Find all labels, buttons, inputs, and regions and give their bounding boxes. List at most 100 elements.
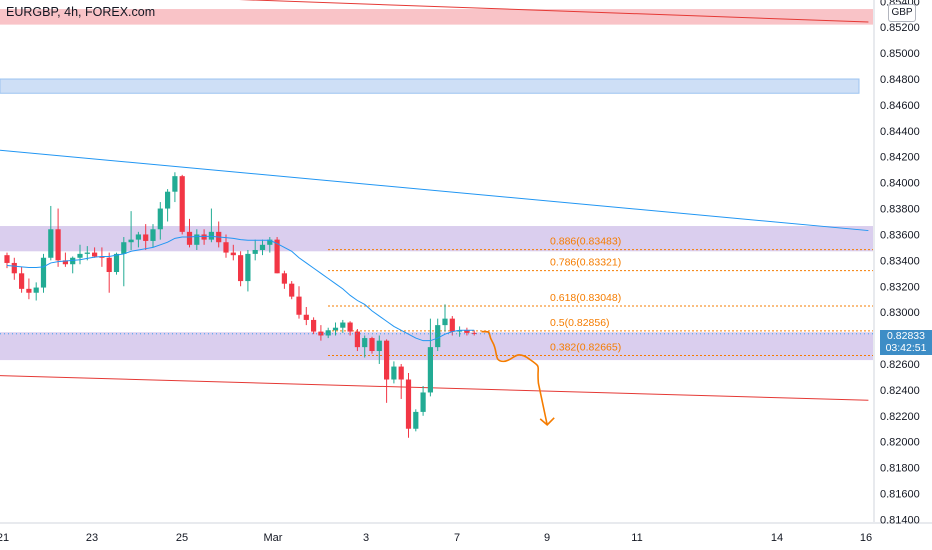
x-tick-label: 14 [771, 532, 783, 544]
y-tick-label: 0.83400 [880, 255, 920, 267]
candle-body [143, 234, 149, 241]
y-tick-label: 0.85200 [880, 22, 920, 34]
candle-body [99, 256, 105, 258]
candle-body [11, 262, 17, 274]
candle-body [274, 239, 280, 274]
y-tick-label: 0.81800 [880, 463, 920, 475]
y-tick-label: 0.83000 [880, 307, 920, 319]
trendline [239, 0, 869, 23]
trendline [0, 149, 869, 232]
candle-body [106, 257, 112, 273]
candle-body [70, 257, 76, 265]
candle-body [157, 208, 163, 230]
candle-body [223, 242, 229, 253]
candle-body [340, 322, 346, 328]
candle-body [449, 318, 455, 332]
candle-body [267, 239, 273, 245]
zone-rect [0, 9, 873, 25]
zone-rect [0, 78, 860, 94]
candle-body [471, 332, 477, 334]
x-tick-label: 25 [176, 532, 188, 544]
candle-body [238, 255, 244, 282]
x-tick-label: 21 [0, 532, 9, 544]
candle-body [354, 331, 360, 348]
candle-body [4, 255, 10, 263]
y-tick-label: 0.84200 [880, 152, 920, 164]
candle-body [281, 273, 287, 284]
candle-body [201, 234, 207, 240]
candle-body [165, 191, 171, 209]
candle-body [135, 234, 141, 240]
bar-countdown: 03:42:51 [885, 342, 927, 354]
fib-level-label: 0.382(0.82665) [550, 342, 621, 354]
candle-body [150, 229, 156, 241]
y-tick-label: 0.84000 [880, 178, 920, 190]
candle-body [347, 322, 353, 332]
x-tick-label: 16 [860, 532, 872, 544]
candle-body [464, 330, 470, 333]
candle-body [413, 411, 419, 429]
trendline [0, 375, 869, 401]
candle-body [208, 231, 214, 240]
y-tick-label: 0.84800 [880, 74, 920, 86]
candle-body [252, 249, 258, 254]
candle-body [311, 319, 317, 332]
candle-body [427, 347, 433, 393]
candle-body [84, 252, 90, 254]
candle-body [48, 229, 54, 258]
candle-body [332, 327, 339, 331]
candle-body [19, 273, 25, 289]
x-tick-label: 11 [631, 532, 642, 544]
candle-body [186, 231, 193, 245]
x-tick-label: 7 [454, 532, 460, 544]
candle-body [194, 234, 200, 245]
candle-body [442, 318, 448, 326]
candle-body [296, 296, 302, 315]
y-tick-label: 0.82200 [880, 411, 920, 423]
candle-body [398, 366, 404, 380]
candle-body [26, 288, 32, 293]
candle-body [92, 252, 98, 257]
currency-button[interactable]: GBP [888, 4, 916, 22]
candle-body [121, 242, 127, 254]
moving-average-line [6, 235, 475, 342]
fib-level-label: 0.618(0.83048) [550, 292, 621, 304]
y-tick-label: 0.83200 [880, 281, 920, 293]
fib-level-label: 0.5(0.82856) [550, 317, 610, 329]
candle-body [405, 379, 412, 429]
candle-body [230, 252, 236, 256]
current-price-value: 0.82833 [887, 330, 925, 342]
y-tick-label: 0.84400 [880, 126, 920, 138]
y-tick-label: 0.83800 [880, 204, 920, 216]
projection-arrowhead [539, 417, 555, 426]
current-price-label: 0.82833 03:42:51 [880, 330, 932, 355]
candle-body [172, 176, 178, 192]
symbol-title: EURGBP, 4h, FOREX.com [6, 5, 156, 19]
candle-body [457, 330, 463, 332]
candle-body [391, 366, 397, 380]
y-tick-label: 0.83600 [880, 229, 920, 241]
candle-body [259, 244, 266, 250]
y-tick-label: 0.82400 [880, 385, 920, 397]
projection-path [481, 330, 548, 426]
fib-level-label: 0.786(0.83321) [550, 257, 621, 269]
candle-body [362, 338, 368, 348]
candle-body [55, 229, 61, 261]
y-tick-label: 0.84600 [880, 100, 920, 112]
y-tick-label: 0.81400 [880, 514, 920, 526]
x-tick-label: 23 [86, 532, 98, 544]
candle-body [369, 338, 375, 352]
candle-body [289, 283, 295, 297]
x-tick-label: 3 [363, 532, 369, 544]
candle-body [77, 253, 83, 258]
y-tick-label: 0.82000 [880, 437, 920, 449]
candle-body [179, 176, 185, 232]
x-tick-label: Mar [264, 532, 283, 544]
candle-body [128, 239, 134, 243]
y-tick-label: 0.85000 [880, 48, 920, 60]
x-tick-label: 9 [544, 532, 550, 544]
candle-body [325, 330, 331, 336]
candle-body [303, 314, 309, 320]
